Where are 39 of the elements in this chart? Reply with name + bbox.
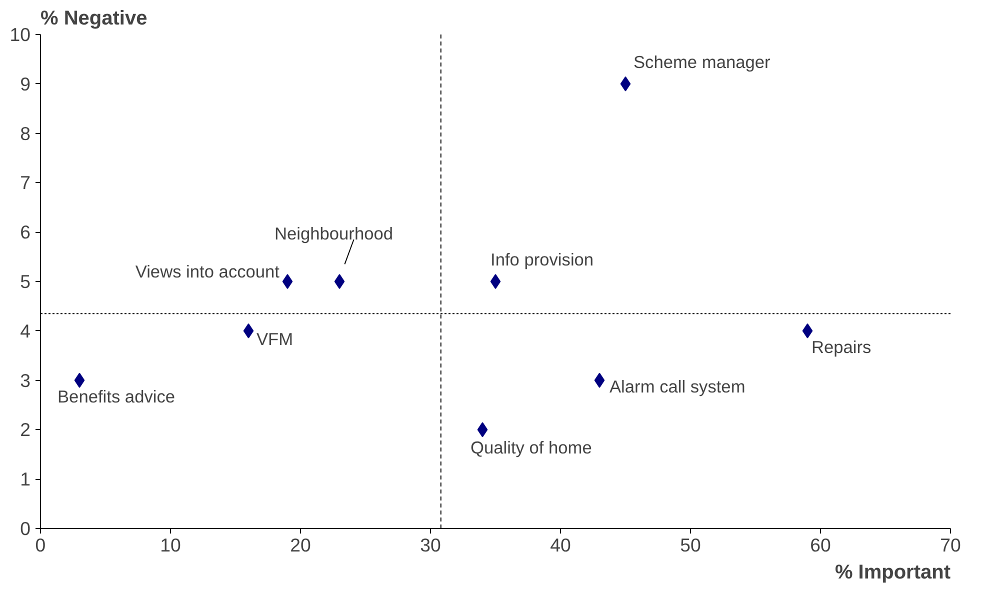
point bbox=[620, 76, 631, 92]
point bbox=[282, 274, 293, 289]
y-tick-label: 6 bbox=[20, 222, 31, 243]
annotation: Neighbourhood bbox=[274, 224, 394, 244]
y-tick-label: 3 bbox=[20, 370, 31, 391]
y-tick-label: 7 bbox=[20, 172, 31, 194]
x-tick-label: 0 bbox=[35, 534, 46, 556]
annotation: Scheme manager bbox=[634, 52, 770, 72]
y-tick-label: 1 bbox=[20, 468, 31, 490]
x-tick-label: 50 bbox=[680, 534, 701, 556]
annotation: Info provision bbox=[490, 250, 594, 270]
point bbox=[477, 422, 488, 438]
y-axis-title: % Negative bbox=[40, 8, 148, 30]
point bbox=[243, 323, 254, 338]
annotation: Repairs bbox=[812, 336, 872, 357]
x-tick-label: 10 bbox=[160, 534, 181, 556]
y-tick-label: 10 bbox=[10, 24, 31, 45]
y-tick-label: 5 bbox=[20, 271, 31, 292]
y-tick-label: 8 bbox=[20, 122, 31, 144]
y-tick-label: 4 bbox=[20, 320, 31, 342]
point bbox=[334, 274, 345, 289]
annotation: Quality of home bbox=[470, 438, 592, 458]
x-axis-title: % Important bbox=[834, 562, 951, 584]
point bbox=[802, 323, 813, 338]
y-tick-label: 0 bbox=[20, 518, 31, 539]
point bbox=[594, 372, 605, 388]
x-tick-label: 40 bbox=[550, 534, 571, 556]
point bbox=[490, 274, 501, 289]
annotation: Benefits advice bbox=[58, 386, 176, 406]
annotation: VFM bbox=[256, 328, 294, 349]
y-tick-label: 9 bbox=[20, 73, 31, 94]
x-tick-label: 20 bbox=[290, 534, 311, 556]
point bbox=[74, 372, 85, 388]
x-tick-label: 70 bbox=[940, 534, 961, 556]
annotation: Alarm call system bbox=[610, 376, 746, 396]
x-tick-label: 30 bbox=[420, 534, 441, 556]
x-tick-label: 60 bbox=[810, 534, 831, 556]
annotation: Views into account bbox=[135, 262, 280, 282]
y-tick-label: 2 bbox=[20, 419, 31, 440]
